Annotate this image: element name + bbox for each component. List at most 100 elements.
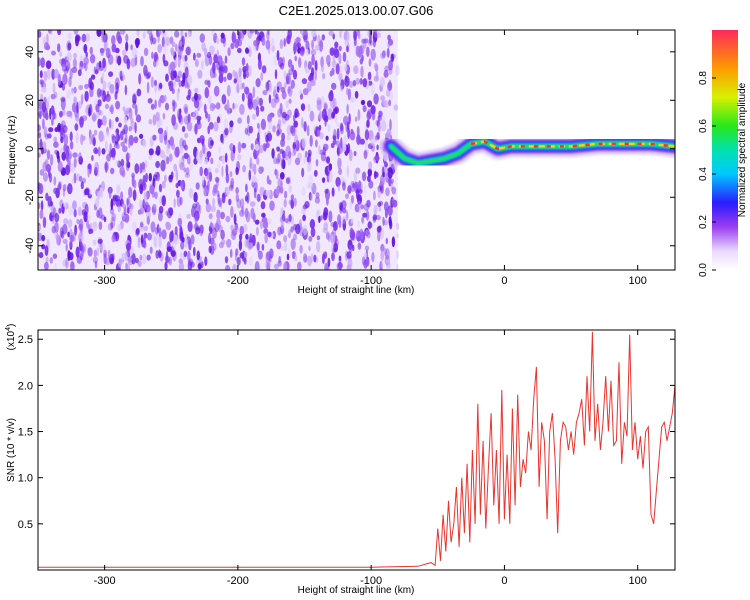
noise-dot <box>193 52 196 61</box>
noise-dot <box>360 204 365 210</box>
noise-dot <box>41 101 47 113</box>
noise-dot <box>334 107 338 115</box>
noise-dot <box>241 92 245 102</box>
noise-dot <box>290 194 295 201</box>
noise-dot <box>51 117 54 126</box>
noise-dot <box>374 135 380 141</box>
noise-dot <box>271 45 276 52</box>
noise-dot <box>171 49 176 57</box>
noise-dot <box>373 30 379 38</box>
y-tick-label: -20 <box>24 189 36 205</box>
noise-dot <box>94 166 98 176</box>
noise-dot <box>196 115 202 121</box>
noise-dot <box>165 222 172 231</box>
noise-dot <box>362 105 367 113</box>
noise-dot <box>108 71 114 77</box>
noise-dot <box>257 58 262 70</box>
noise-dot <box>141 253 147 265</box>
noise-dot <box>68 205 74 216</box>
noise-dot <box>339 65 344 73</box>
noise-dot <box>322 211 328 221</box>
noise-dot <box>373 204 378 214</box>
noise-dot <box>171 41 176 47</box>
x-tick-label: -300 <box>94 275 116 287</box>
noise-dot <box>329 70 333 77</box>
noise-dot <box>84 33 91 42</box>
noise-dot <box>261 166 264 173</box>
noise-dot <box>272 230 276 240</box>
noise-dot <box>215 176 220 183</box>
noise-dot <box>43 172 48 182</box>
noise-dot <box>376 215 381 221</box>
noise-dot <box>73 30 79 35</box>
noise-dot <box>73 157 77 168</box>
noise-dot <box>199 33 205 43</box>
noise-dot <box>78 175 83 182</box>
noise-dot <box>125 107 131 114</box>
noise-dot <box>292 141 296 150</box>
noise-dot <box>88 107 91 117</box>
noise-dot <box>153 51 158 62</box>
noise-dot <box>377 201 382 207</box>
noise-dot <box>184 144 188 151</box>
noise-dot <box>188 161 194 170</box>
noise-dot <box>178 112 182 123</box>
noise-dot <box>309 219 316 229</box>
noise-dot <box>392 199 398 208</box>
noise-dot <box>388 177 392 187</box>
noise-dot <box>184 32 188 38</box>
noise-dot <box>62 259 68 267</box>
noise-dot <box>96 247 100 257</box>
noise-dot <box>156 30 159 38</box>
noise-dot <box>239 30 245 39</box>
noise-dot <box>265 39 271 50</box>
noise-dot <box>185 167 190 176</box>
snr-x-ticks: -300 -200 -100 0 100 <box>94 330 647 587</box>
noise-dot <box>286 135 291 141</box>
noise-dot <box>80 93 84 105</box>
noise-dot <box>117 185 121 192</box>
noise-dot <box>164 261 168 270</box>
noise-dot <box>240 82 243 90</box>
noise-dot <box>242 165 247 173</box>
noise-dot <box>213 121 219 132</box>
noise-dot <box>56 124 62 132</box>
noise-dot <box>109 253 115 265</box>
noise-dot <box>346 251 352 259</box>
noise-dot <box>350 218 354 224</box>
noise-dot <box>122 145 128 153</box>
noise-dot <box>210 205 216 213</box>
x-tick-label: -200 <box>227 575 249 587</box>
noise-dot <box>268 179 272 185</box>
noise-dot <box>336 128 340 140</box>
noise-dot <box>62 188 66 197</box>
noise-dot <box>277 108 283 118</box>
noise-dot <box>61 58 66 64</box>
noise-dot <box>223 76 227 82</box>
noise-dot <box>81 33 87 43</box>
noise-dot <box>321 108 327 121</box>
noise-dot <box>204 158 209 165</box>
noise-dot <box>115 116 119 123</box>
noise-dot <box>359 138 365 145</box>
noise-dot <box>239 225 245 236</box>
noise-dot <box>341 200 347 209</box>
noise-dot <box>287 85 293 97</box>
noise-dot <box>231 32 237 44</box>
noise-dot <box>391 186 397 195</box>
noise-dot <box>288 150 292 159</box>
noise-dot <box>72 200 77 210</box>
noise-dot <box>175 169 179 181</box>
noise-dot <box>90 74 96 80</box>
noise-dot <box>226 238 232 248</box>
noise-dot <box>203 103 207 114</box>
noise-dot <box>265 142 270 149</box>
noise-dot <box>99 243 106 252</box>
noise-dot <box>62 73 68 86</box>
noise-dot <box>301 137 307 149</box>
noise-dot <box>290 199 295 209</box>
noise-dot <box>91 155 94 161</box>
noise-dot <box>40 81 44 88</box>
noise-dot <box>99 242 103 254</box>
noise-dot <box>204 47 208 58</box>
